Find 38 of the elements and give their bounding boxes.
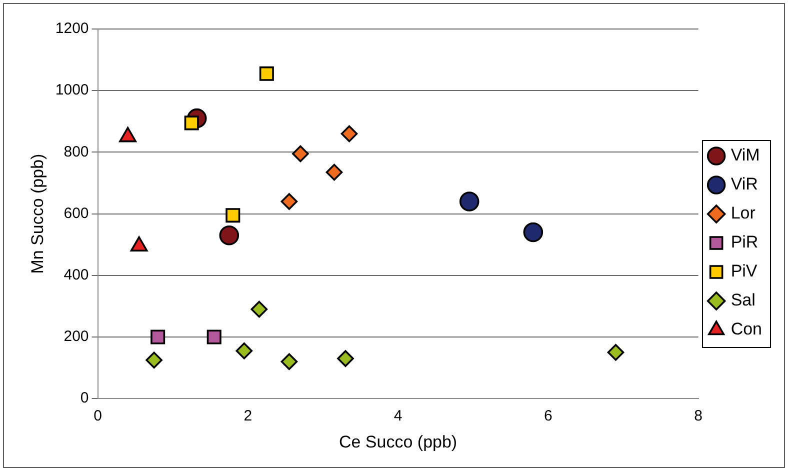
y-tick-label: 600 [64,204,89,222]
y-axis-title: Mn Succo (ppb) [28,154,47,274]
point [236,342,253,360]
point [607,344,624,361]
point [292,145,309,162]
legend-label: ViR [730,174,758,194]
x-tick-label: 8 [694,408,702,425]
legend-label: PiR [730,232,758,252]
y-tick-label: 1000 [55,82,89,99]
y-tick-label: 200 [64,328,89,346]
point [206,330,222,344]
legend-label: Con [730,320,762,339]
point [459,192,480,212]
legend-label: Sal [730,290,756,310]
point [150,330,166,344]
point [280,193,298,210]
point [226,208,240,223]
y-tick-label: 1200 [55,20,89,38]
legend-label: ViM [730,146,760,165]
x-axis-title: Ce Succo (ppb) [338,432,458,452]
point [250,300,268,318]
x-tick-label: 0 [94,408,102,425]
point [340,125,358,142]
point [259,66,274,81]
x-tick-label: 6 [544,408,552,425]
legend-label: PiV [730,262,758,281]
y-tick-label: 400 [64,266,89,284]
point [146,352,162,368]
point [523,222,544,242]
y-tick-label: 0 [80,390,89,407]
point [219,225,240,246]
point [326,164,343,181]
legend-label: Lor [730,204,756,223]
point [337,350,354,367]
y-tick-label: 800 [64,143,89,160]
x-tick-label: 2 [244,408,252,425]
x-tick-label: 4 [394,408,402,425]
point [280,353,298,370]
